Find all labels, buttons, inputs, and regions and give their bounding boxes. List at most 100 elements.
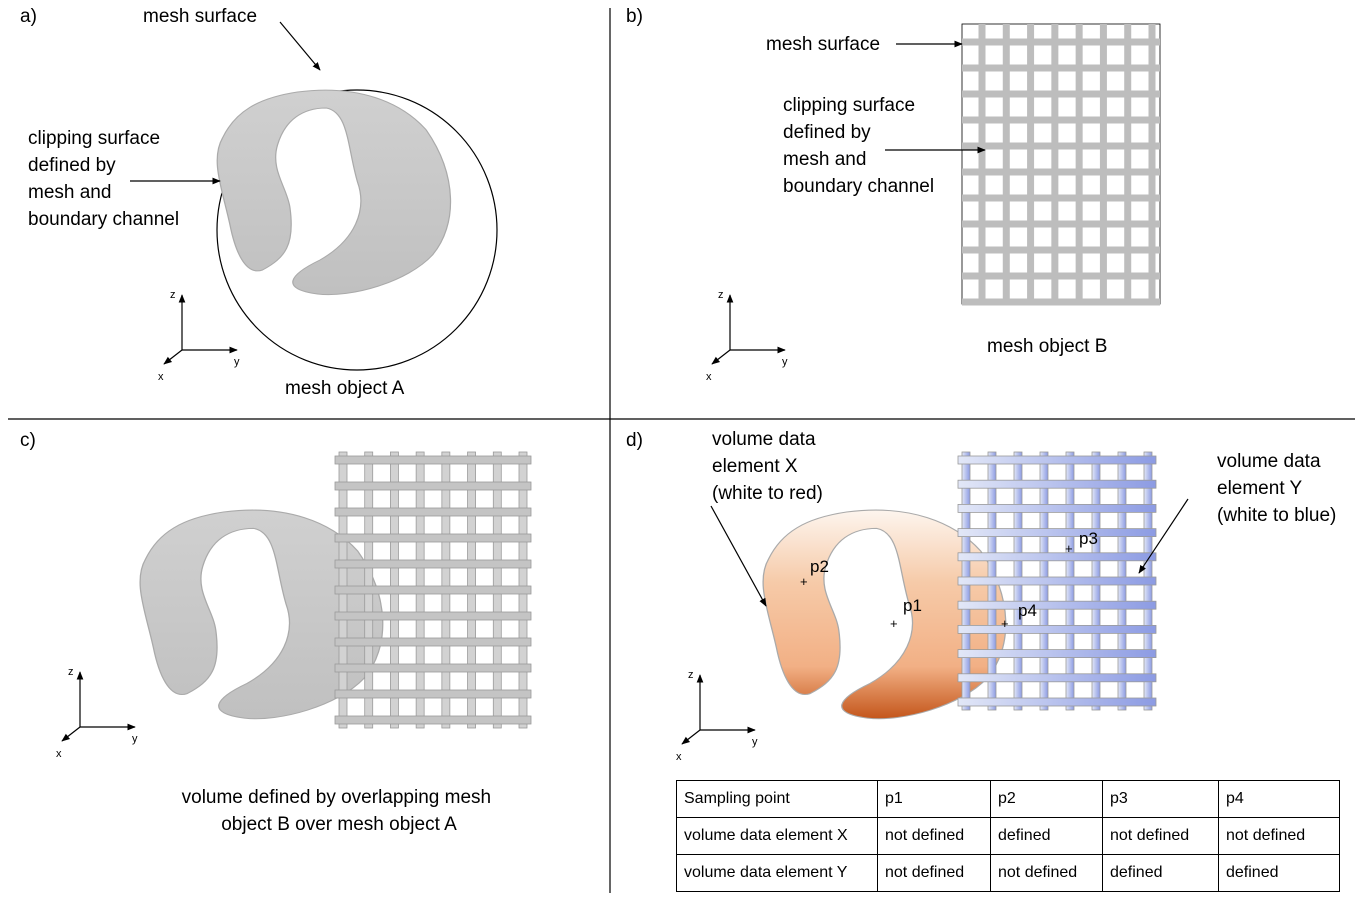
lattice-row-bar bbox=[957, 552, 1157, 562]
table-header-cell: p4 bbox=[1218, 780, 1340, 818]
mesh-surface-label-b: mesh surface bbox=[766, 34, 880, 55]
lattice-row-bar bbox=[334, 689, 532, 699]
grid-column-bar bbox=[1148, 24, 1156, 304]
grid-row-bar bbox=[962, 272, 1160, 280]
grid-row-bar bbox=[962, 142, 1160, 150]
point-label-p4: p4 bbox=[1018, 601, 1037, 620]
caption-a: mesh object A bbox=[285, 378, 405, 399]
panel-d: d) volume data element X (white to red) … bbox=[626, 429, 1336, 763]
svg-text:+: + bbox=[800, 574, 808, 589]
sampling-point-p3: + p3 bbox=[1065, 529, 1098, 556]
sampling-point-p4: + p4 bbox=[1001, 601, 1037, 631]
lattice-row-bar bbox=[957, 625, 1157, 634]
table-cell: not defined bbox=[990, 854, 1103, 892]
grid-row-bar bbox=[962, 194, 1160, 202]
table-header-row: Sampling point p1 p2 p3 p4 bbox=[676, 780, 1340, 818]
grid-row-bar bbox=[962, 220, 1160, 228]
grid-row-bar bbox=[962, 116, 1160, 124]
axis-x-label-b: x bbox=[706, 371, 712, 383]
lattice-row-bar bbox=[957, 528, 1157, 537]
lattice-row-bar bbox=[957, 479, 1157, 489]
axis-x-label-c: x bbox=[56, 748, 62, 760]
table-cell: not defined bbox=[877, 854, 991, 892]
grid-row-bar bbox=[962, 168, 1160, 176]
grid-column-bar bbox=[1124, 24, 1132, 304]
axis-z-label-d: z bbox=[688, 669, 694, 681]
grid-column-bar bbox=[1002, 24, 1010, 304]
panel-c-letter: c) bbox=[20, 430, 36, 451]
lattice-row-bar bbox=[334, 533, 532, 543]
lattice-row-bar bbox=[957, 673, 1157, 683]
lattice-row-bar bbox=[957, 649, 1157, 658]
lattice-row-bar bbox=[334, 481, 532, 491]
svg-text:+: + bbox=[1065, 541, 1073, 556]
sampling-table: Sampling point p1 p2 p3 p4 volume data e… bbox=[676, 780, 1340, 892]
table-cell: volume data element Y bbox=[676, 854, 878, 892]
table-cell: defined bbox=[1218, 854, 1340, 892]
grid-row-bar bbox=[962, 64, 1160, 72]
panel-a-letter: a) bbox=[20, 6, 37, 27]
table-header-cell: Sampling point bbox=[676, 780, 878, 818]
grid-column-bar bbox=[1051, 24, 1059, 304]
table-header-cell: p1 bbox=[877, 780, 991, 818]
caption-c: volume defined by overlapping mesh objec… bbox=[182, 787, 497, 835]
axes-a: z y x bbox=[158, 289, 240, 383]
axes-c: z y x bbox=[56, 666, 138, 760]
table-header-cell: p3 bbox=[1102, 780, 1219, 818]
mesh-surface-label-a: mesh surface bbox=[143, 6, 257, 27]
element-x-label: volume data element X (white to red) bbox=[712, 429, 823, 504]
panel-b-letter: b) bbox=[626, 6, 643, 27]
lattice-row-bar bbox=[957, 697, 1157, 707]
axis-y-label-a: y bbox=[234, 356, 240, 368]
table-cell: defined bbox=[990, 817, 1103, 855]
lattice-row-bar bbox=[334, 455, 532, 465]
lattice-row-bar bbox=[957, 600, 1157, 610]
element-y-arrow bbox=[1138, 498, 1189, 574]
mesh-surface-arrow-a bbox=[279, 21, 321, 71]
lattice-row-bar bbox=[334, 507, 532, 517]
axes-b: z y x bbox=[706, 289, 788, 383]
grid-column-bar bbox=[978, 24, 986, 304]
axis-z-label-b: z bbox=[718, 289, 724, 301]
panel-a: a) mesh surface clipping surface defined… bbox=[20, 6, 498, 399]
mesh-grid-c bbox=[334, 451, 532, 729]
point-label-p1: p1 bbox=[903, 596, 922, 615]
table-row: volume data element X not defined define… bbox=[676, 817, 1340, 855]
svg-text:+: + bbox=[890, 616, 898, 631]
mesh-grid-b bbox=[961, 23, 1161, 306]
grid-column-bar bbox=[1099, 24, 1107, 304]
table-header-cell: p2 bbox=[990, 780, 1103, 818]
sampling-point-p1: + p1 bbox=[890, 596, 922, 631]
grid-row-bar bbox=[962, 246, 1160, 254]
point-label-p3: p3 bbox=[1079, 529, 1098, 548]
element-y-label: volume data element Y (white to blue) bbox=[1217, 451, 1336, 526]
caption-b: mesh object B bbox=[987, 336, 1107, 357]
svg-text:+: + bbox=[1001, 616, 1009, 631]
lattice-row-bar bbox=[334, 559, 532, 569]
lattice-row-bar bbox=[957, 455, 1157, 465]
clip-label-b: clipping surface defined by mesh and bou… bbox=[783, 95, 934, 197]
clip-label-a: clipping surface defined by mesh and bou… bbox=[28, 128, 179, 230]
grid-column-bar bbox=[1027, 24, 1035, 304]
element-x-arrow bbox=[710, 505, 767, 607]
grid-column-bar bbox=[1075, 24, 1083, 304]
axes-d: z y x bbox=[676, 669, 758, 763]
grid-row-bar bbox=[962, 298, 1160, 306]
axis-x-label-d: x bbox=[676, 751, 682, 763]
lattice-row-bar bbox=[334, 637, 532, 647]
sampling-point-p2: + p2 bbox=[800, 557, 829, 589]
point-label-p2: p2 bbox=[810, 557, 829, 576]
table-cell: not defined bbox=[1102, 817, 1219, 855]
table-cell: defined bbox=[1102, 854, 1219, 892]
lattice-row-bar bbox=[957, 503, 1157, 513]
table-cell: volume data element X bbox=[676, 817, 878, 855]
volume-element-y-grid bbox=[957, 451, 1157, 711]
table-row: volume data element Y not defined not de… bbox=[676, 854, 1340, 892]
lattice-row-bar bbox=[957, 576, 1157, 586]
table-cell: not defined bbox=[1218, 817, 1340, 855]
axis-x-label-a: x bbox=[158, 371, 164, 383]
lattice-row-bar bbox=[334, 715, 532, 725]
lattice-row-bar bbox=[334, 663, 532, 673]
lattice-row-bar bbox=[334, 611, 532, 621]
